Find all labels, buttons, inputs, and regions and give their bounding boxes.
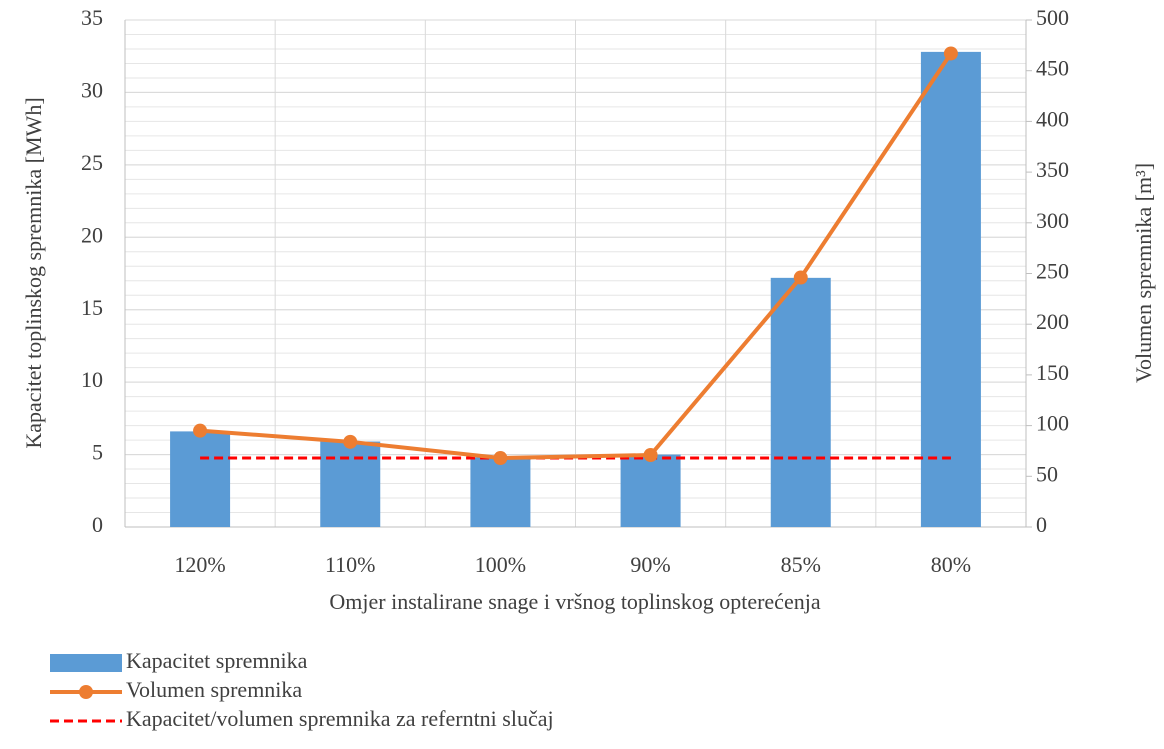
x-tick-label: 120% [174, 552, 225, 577]
y-tick-label: 30 [81, 77, 103, 102]
bar [920, 51, 981, 528]
y2-tick-label: 50 [1036, 461, 1058, 486]
x-tick-label: 110% [325, 552, 376, 577]
legend-marker [79, 685, 93, 699]
y2-axis-title: Volumen spremnika [m³] [1131, 163, 1156, 383]
y2-tick-label: 100 [1036, 411, 1069, 436]
bar [470, 457, 531, 527]
line-marker [643, 448, 658, 463]
y2-tick-label: 250 [1036, 259, 1069, 284]
line-marker [493, 451, 508, 466]
y2-tick-label: 150 [1036, 360, 1069, 385]
y2-tick-label: 350 [1036, 157, 1069, 182]
bar [770, 277, 831, 527]
line-marker [193, 423, 208, 438]
y-tick-label: 5 [92, 440, 103, 465]
y2-tick-label: 200 [1036, 309, 1069, 334]
legend-label: Kapacitet spremnika [126, 648, 308, 673]
legend-label: Volumen spremnika [126, 677, 302, 702]
bar [620, 454, 681, 527]
y2-tick-label: 450 [1036, 56, 1069, 81]
x-tick-label: 90% [630, 552, 670, 577]
y-tick-label: 20 [81, 222, 103, 247]
legend-label: Kapacitet/volumen spremnika za referntni… [126, 706, 554, 731]
y-tick-label: 25 [81, 150, 103, 175]
legend-swatch [50, 654, 122, 672]
x-axis-title: Omjer instalirane snage i vršnog toplins… [329, 589, 820, 614]
bar [170, 431, 231, 527]
x-tick-label: 100% [475, 552, 526, 577]
y2-tick-label: 300 [1036, 208, 1069, 233]
y-tick-label: 10 [81, 367, 103, 392]
x-tick-label: 85% [781, 552, 821, 577]
line-marker [343, 434, 358, 449]
line [199, 52, 953, 461]
y-tick-label: 35 [81, 5, 103, 30]
y2-tick-label: 0 [1036, 512, 1047, 537]
bar [320, 441, 381, 527]
line-marker [793, 270, 808, 285]
y2-tick-label: 400 [1036, 106, 1069, 131]
y-tick-label: 15 [81, 295, 103, 320]
y-axis-title: Kapacitet toplinskog spremnika [MWh] [21, 97, 46, 448]
y2-tick-label: 500 [1036, 5, 1069, 30]
y-tick-label: 0 [92, 512, 103, 537]
x-tick-label: 80% [931, 552, 971, 577]
line-marker [943, 46, 958, 61]
